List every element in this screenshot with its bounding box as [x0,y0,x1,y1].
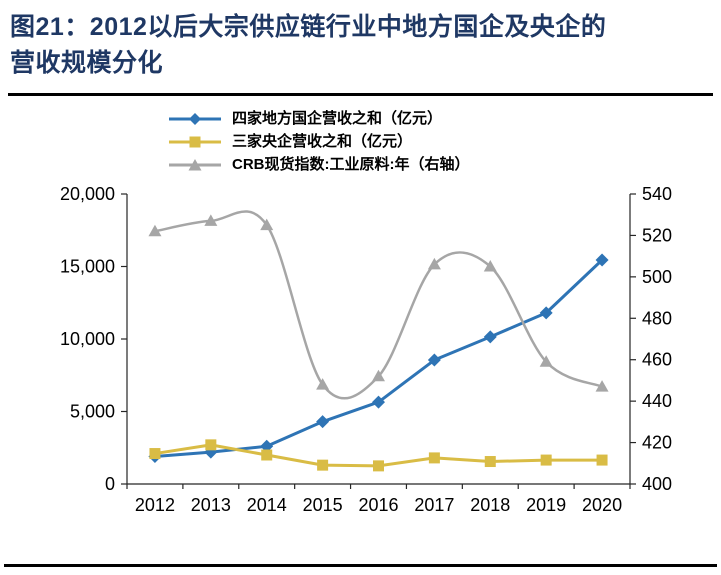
svg-text:420: 420 [642,433,672,453]
svg-text:15,000: 15,000 [60,257,115,277]
svg-text:0: 0 [105,474,115,494]
chart-legend: 四家地方国企营收之和（亿元） 三家央企营收之和（亿元） CRB现货指数:工业原料… [168,110,721,174]
svg-text:520: 520 [642,225,672,245]
svg-text:10,000: 10,000 [60,329,115,349]
svg-text:2012: 2012 [135,495,175,515]
svg-text:2013: 2013 [191,495,231,515]
figure-title-line1: 图21：2012以后大宗供应链行业中地方国企及央企的 [10,13,607,41]
legend-marker-triangle-icon [169,159,221,171]
svg-text:480: 480 [642,308,672,328]
svg-text:540: 540 [642,184,672,204]
svg-text:460: 460 [642,350,672,370]
legend-item-local-soe-revenue: 四家地方国企营收之和（亿元） [168,110,721,128]
legend-marker-square-icon [169,136,221,148]
legend-marker-diamond-icon [169,113,221,125]
line-chart: 20,000 15,000 10,000 5,000 0 540 520 500 480 460 4… [60,184,672,515]
legend-label-local-soe: 四家地方国企营收之和（亿元） [232,110,443,127]
chart-area: 四家地方国企营收之和（亿元） 三家央企营收之和（亿元） CRB现货指数:工业原料… [0,110,721,524]
svg-text:2014: 2014 [247,495,287,515]
svg-text:500: 500 [642,267,672,287]
svg-text:2017: 2017 [414,495,454,515]
svg-text:5,000: 5,000 [70,402,115,422]
bottom-divider [4,564,717,567]
legend-label-crb-index: CRB现货指数:工业原料:年（右轴） [232,156,470,173]
svg-text:2020: 2020 [582,495,622,515]
figure-title-line2: 营收规模分化 [10,48,164,77]
legend-label-central-soe: 三家央企营收之和（亿元） [232,133,413,150]
legend-item-central-soe-revenue: 三家央企营收之和（亿元） [168,133,721,151]
svg-text:2016: 2016 [358,495,398,515]
figure-title: 图21：2012以后大宗供应链行业中地方国企及央企的 营收规模分化 [8,8,713,96]
svg-text:2018: 2018 [470,495,510,515]
svg-text:2019: 2019 [526,495,566,515]
svg-text:20,000: 20,000 [60,184,115,204]
legend-item-crb-index: CRB现货指数:工业原料:年（右轴） [168,156,721,174]
svg-text:2015: 2015 [303,495,343,515]
svg-text:440: 440 [642,391,672,411]
svg-text:400: 400 [642,474,672,494]
